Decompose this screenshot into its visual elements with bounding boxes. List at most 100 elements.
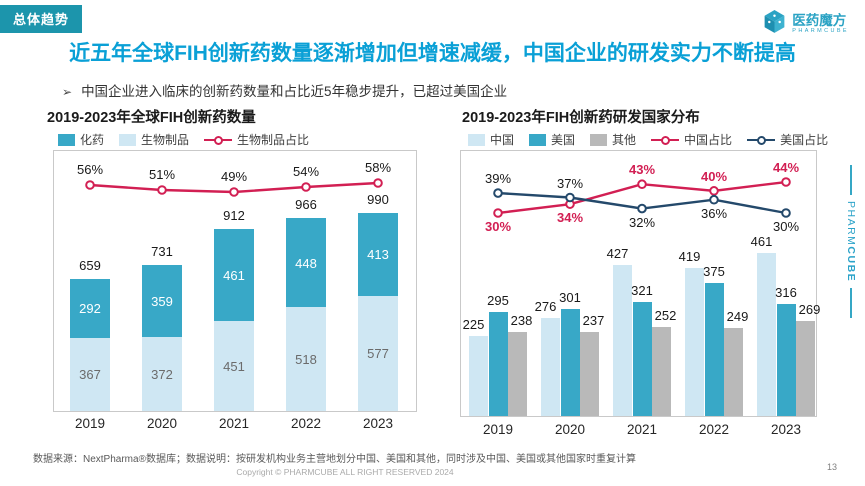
legend-label: 中国占比 (684, 133, 733, 147)
pharmcube-logo: 医药魔方 PHARMCUBE (762, 9, 849, 40)
bar-美国-2020 (560, 309, 580, 416)
bar-中国-2023 (757, 252, 776, 416)
bar-chem-2021 (214, 228, 254, 321)
label-其他-2021: 252 (654, 307, 677, 323)
label-pct-bio-2021: 49% (220, 169, 248, 184)
legend-swatch (119, 133, 137, 146)
label-中国-2022: 419 (678, 248, 701, 264)
label-pct-bio-2023: 58% (364, 160, 392, 175)
bar-其他-2020 (580, 332, 599, 416)
side-watermark: PHARMCUBE (843, 165, 859, 319)
label-pct-美国占比-2022: 36% (700, 205, 728, 221)
label-pct-中国占比-2023: 44% (772, 160, 800, 175)
label-中国-2021: 427 (606, 245, 629, 261)
chart-left-plot: 367 292 659 2019 372 359 731 2020 451 461 912 2021 5… (53, 150, 417, 431)
legend-label: 化药 (80, 133, 105, 147)
label-total-2022: 966 (295, 196, 317, 212)
legend-label: 生物制品 (141, 133, 190, 147)
label-中国-2020: 276 (534, 299, 557, 315)
side-line-top (850, 165, 852, 195)
label-其他-2022: 249 (726, 308, 749, 324)
legend-line-marker (651, 134, 680, 146)
arrow-bullet-icon: ➢ (62, 85, 73, 99)
legend-swatch (58, 133, 75, 146)
bar-chem-2020 (142, 264, 182, 337)
legend-swatch (529, 133, 547, 146)
axis-year-2020: 2020 (554, 422, 586, 437)
label-total-2020: 731 (151, 243, 173, 259)
axis-year-2023: 2023 (362, 416, 394, 431)
legend-item-bar: 中国 (468, 131, 514, 148)
axis-year-2022: 2022 (290, 416, 322, 431)
page-title: 近五年全球FIH创新药数量逐渐增加但增速减缓，中国企业的研发实力不断提高 (69, 42, 796, 65)
bar-bio-2019 (70, 337, 110, 411)
legend-item-line: 中国占比 (651, 131, 732, 148)
side-watermark-text: PHARMCUBE (845, 201, 857, 283)
label-bio-2023: 577 (367, 346, 389, 362)
chart-right-legend: 中国 美国 其他 中国占比 美国占比 (468, 131, 828, 148)
label-其他-2019: 238 (510, 312, 533, 328)
bar-美国-2021 (632, 302, 652, 416)
bar-美国-2019 (488, 311, 508, 416)
data-source-note: 数据来源：NextPharma®数据库；数据说明：按研发机构业务主营地划分中国、… (33, 454, 636, 465)
label-美国-2019: 295 (487, 292, 509, 308)
label-pct-中国占比-2022: 40% (700, 168, 728, 184)
legend-label: 美国 (551, 133, 576, 147)
legend-label: 其他 (612, 133, 637, 147)
label-pct-bio-2022: 54% (292, 164, 320, 179)
label-美国-2020: 301 (559, 290, 581, 306)
legend-label: 美国占比 (780, 133, 829, 147)
bar-其他-2019 (508, 331, 527, 416)
bar-中国-2020 (541, 318, 560, 416)
bar-其他-2021 (652, 326, 671, 416)
legend-item-bar: 美国 (529, 131, 575, 148)
label-chem-2020: 359 (151, 293, 173, 309)
label-pct-美国占比-2023: 30% (772, 219, 800, 234)
bar-美国-2023 (776, 304, 796, 416)
page-number: 13 (826, 462, 837, 472)
label-total-2023: 990 (367, 192, 389, 207)
axis-year-2019: 2019 (482, 422, 514, 437)
axis-year-2022: 2022 (698, 422, 730, 437)
label-美国-2023: 316 (775, 285, 797, 301)
label-pct-中国占比-2019: 30% (484, 219, 512, 234)
label-pct-中国占比-2021: 43% (628, 162, 656, 178)
axis-year-2019: 2019 (74, 416, 106, 431)
label-total-2021: 912 (223, 207, 245, 223)
label-其他-2023: 269 (798, 301, 821, 317)
label-美国-2022: 375 (703, 264, 725, 280)
label-美国-2021: 321 (631, 283, 653, 299)
label-中国-2023: 461 (750, 233, 773, 249)
label-pct-美国占比-2021: 32% (628, 214, 656, 230)
bar-bio-2023 (358, 295, 398, 411)
legend-item-bar: 化药 (58, 131, 104, 148)
legend-line-marker (747, 134, 776, 146)
label-pct-bio-2020: 51% (148, 167, 176, 182)
label-chem-2021: 461 (223, 267, 245, 283)
label-bio-2021: 451 (223, 358, 245, 374)
chart-left-legend: 化药 生物制品 生物制品占比 (58, 131, 309, 148)
label-pct-美国占比-2020: 37% (556, 175, 584, 191)
copyright: Copyright © PHARMCUBE ALL RIGHT RESERVED… (236, 467, 454, 477)
label-bio-2022: 518 (295, 352, 317, 368)
label-中国-2019: 225 (462, 317, 485, 333)
label-pct-美国占比-2019: 39% (484, 171, 512, 187)
label-pct-中国占比-2020: 34% (556, 210, 584, 226)
legend-item-bar: 生物制品 (119, 131, 189, 148)
axis-year-2023: 2023 (770, 422, 802, 437)
bar-chem-2023 (358, 213, 398, 296)
legend-label: 生物制品占比 (237, 133, 310, 147)
section-badge: 总体趋势 (0, 5, 83, 33)
bar-bio-2020 (142, 336, 182, 411)
legend-line-marker (204, 134, 233, 146)
bar-中国-2019 (469, 336, 488, 416)
chart-right-plot: 225 295 238 2019 276 301 237 2020 427 321 252 2021 4… (460, 150, 820, 437)
bullet-point: ➢ 中国企业进入临床的创新药数量和占比近5年稳步提升，已超过美国企业 (62, 80, 507, 100)
cube-logo-icon (762, 9, 787, 40)
legend-swatch (468, 133, 485, 146)
label-其他-2020: 237 (582, 313, 605, 329)
bar-其他-2023 (796, 320, 815, 416)
bar-中国-2022 (685, 267, 704, 416)
logo-name: 医药魔方 (792, 13, 847, 29)
